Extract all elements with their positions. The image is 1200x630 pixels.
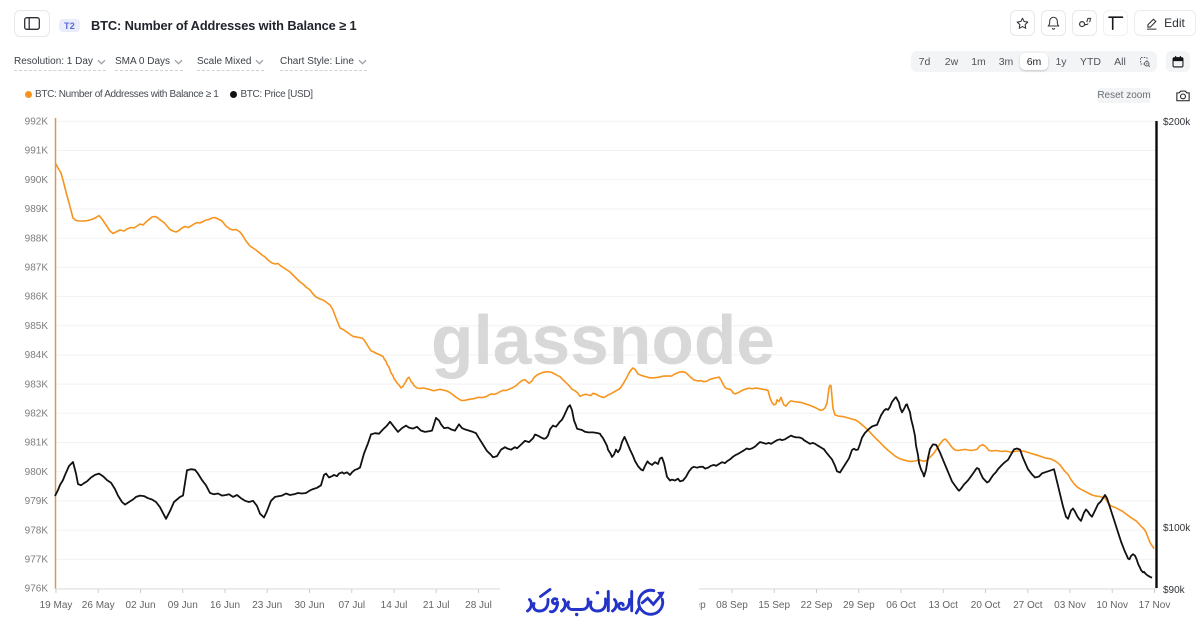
- svg-text:07 Jul: 07 Jul: [338, 600, 365, 611]
- svg-text:978K: 978K: [25, 525, 49, 536]
- svg-text:$100k: $100k: [1163, 523, 1191, 534]
- svg-text:30 Jun: 30 Jun: [294, 600, 324, 611]
- svg-text:979K: 979K: [25, 496, 49, 507]
- svg-text:985K: 985K: [25, 321, 49, 332]
- svg-text:02 Jun: 02 Jun: [125, 600, 155, 611]
- svg-text:$200k: $200k: [1163, 117, 1191, 128]
- svg-text:976K: 976K: [25, 584, 49, 595]
- svg-text:992K: 992K: [25, 117, 49, 128]
- svg-text:988K: 988K: [25, 233, 49, 244]
- svg-text:990K: 990K: [25, 175, 49, 186]
- svg-text:19 May: 19 May: [40, 600, 73, 611]
- svg-text:989K: 989K: [25, 204, 49, 215]
- svg-text:20 Oct: 20 Oct: [971, 600, 1001, 611]
- svg-text:982K: 982K: [25, 409, 49, 420]
- svg-text:983K: 983K: [25, 379, 49, 390]
- svg-text:06 Oct: 06 Oct: [886, 600, 916, 611]
- svg-text:17 Nov: 17 Nov: [1139, 600, 1171, 611]
- svg-text:10 Nov: 10 Nov: [1096, 600, 1128, 611]
- svg-text:14 Jul: 14 Jul: [381, 600, 408, 611]
- svg-text:987K: 987K: [25, 263, 49, 274]
- svg-text:980K: 980K: [25, 467, 49, 478]
- svg-text:27 Oct: 27 Oct: [1013, 600, 1043, 611]
- svg-text:22 Sep: 22 Sep: [801, 600, 833, 611]
- svg-text:23 Jun: 23 Jun: [252, 600, 282, 611]
- svg-text:29 Sep: 29 Sep: [843, 600, 875, 611]
- svg-text:21 Jul: 21 Jul: [423, 600, 450, 611]
- svg-text:981K: 981K: [25, 438, 49, 449]
- svg-text:$90k: $90k: [1163, 585, 1186, 596]
- svg-text:28 Jul: 28 Jul: [465, 600, 492, 611]
- svg-text:09 Jun: 09 Jun: [168, 600, 198, 611]
- svg-text:26 May: 26 May: [82, 600, 115, 611]
- svg-text:984K: 984K: [25, 350, 49, 361]
- svg-text:03 Nov: 03 Nov: [1054, 600, 1086, 611]
- svg-text:977K: 977K: [25, 555, 49, 566]
- svg-text:glassnode: glassnode: [431, 301, 775, 379]
- svg-text:16 Jun: 16 Jun: [210, 600, 240, 611]
- svg-text:15 Sep: 15 Sep: [758, 600, 790, 611]
- svg-text:991K: 991K: [25, 146, 49, 157]
- svg-text:13 Oct: 13 Oct: [928, 600, 958, 611]
- svg-text:986K: 986K: [25, 292, 49, 303]
- svg-text:08 Sep: 08 Sep: [716, 600, 748, 611]
